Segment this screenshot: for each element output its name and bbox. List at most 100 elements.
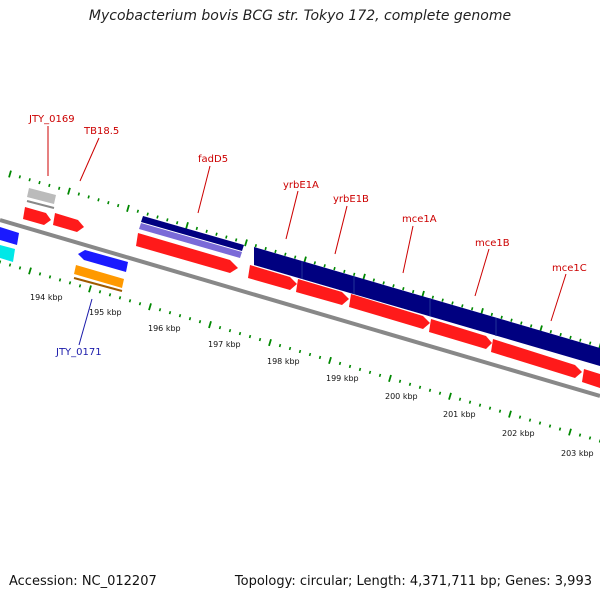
inner-tick bbox=[188, 317, 192, 321]
kbp-label-196: 196 kbp bbox=[148, 324, 181, 333]
gene-label-fadD5[interactable]: fadD5 bbox=[198, 154, 228, 165]
inner-tick bbox=[238, 331, 242, 336]
gene-label-jty0169[interactable]: JTY_0169 bbox=[28, 114, 75, 125]
outer-tick bbox=[372, 278, 376, 282]
outer-tick bbox=[146, 212, 149, 216]
leader-tb185 bbox=[79, 137, 100, 182]
cds-arrow-mce1A[interactable] bbox=[349, 294, 430, 329]
inner-tick bbox=[488, 406, 492, 410]
genome-backbone bbox=[0, 218, 600, 398]
inner-tick bbox=[338, 361, 342, 366]
inner-tick bbox=[328, 356, 332, 365]
inner-tick bbox=[398, 379, 402, 383]
inner-tick bbox=[218, 325, 222, 330]
reverse-feature-left-blue[interactable] bbox=[0, 227, 19, 245]
inner-tick bbox=[458, 397, 462, 401]
cds-arrow-tb185[interactable] bbox=[53, 213, 84, 232]
gene-label-mce1A[interactable]: mce1A bbox=[402, 214, 437, 225]
outer-tick bbox=[234, 238, 238, 242]
gene-label-mce1C[interactable]: mce1C bbox=[552, 263, 587, 274]
cds-arrow-mce1B[interactable] bbox=[429, 319, 492, 349]
inner-tick bbox=[278, 343, 282, 348]
outer-tick bbox=[166, 218, 169, 222]
gene-label-yrbE1A[interactable]: yrbE1A bbox=[283, 180, 319, 191]
reverse-feature-left-cyan[interactable] bbox=[0, 245, 15, 262]
leader-mce1C bbox=[550, 273, 567, 322]
fadD5-purple-bar[interactable] bbox=[139, 223, 242, 258]
cds-arrow-yrbE1A[interactable] bbox=[248, 265, 297, 290]
outer-tick bbox=[441, 298, 444, 302]
gene-label-mce1B[interactable]: mce1B bbox=[475, 238, 510, 249]
outer-tick bbox=[470, 307, 474, 311]
outer-tick bbox=[500, 315, 503, 319]
kbp-label-200: 200 kbp bbox=[385, 392, 418, 401]
cds-arrow-next[interactable] bbox=[582, 369, 600, 388]
leader-fadD5 bbox=[197, 165, 211, 214]
outer-tick bbox=[244, 239, 248, 247]
kbp-label-199: 199 kbp bbox=[326, 374, 359, 383]
orange-feature-jty0171[interactable] bbox=[74, 265, 124, 288]
outer-tick bbox=[569, 335, 572, 340]
inner-tick bbox=[78, 284, 82, 288]
cds-arrow-jty0171[interactable] bbox=[78, 250, 128, 272]
inner-tick bbox=[408, 382, 412, 386]
outer-tick bbox=[48, 183, 51, 188]
outer-tick bbox=[126, 204, 130, 213]
gene-label-tb185[interactable]: TB18.5 bbox=[83, 126, 119, 137]
inner-tick bbox=[498, 409, 502, 413]
outer-tick bbox=[67, 187, 71, 195]
outer-tick bbox=[451, 301, 454, 305]
outer-tick bbox=[392, 284, 395, 288]
kbp-label-194: 194 kbp bbox=[30, 293, 63, 302]
inner-tick bbox=[258, 337, 262, 342]
inner-tick bbox=[378, 373, 382, 378]
cds-arrow-fadD5[interactable] bbox=[136, 233, 238, 273]
outer-tick bbox=[313, 261, 317, 265]
outer-tick bbox=[579, 338, 582, 342]
kbp-label-195: 195 kbp bbox=[89, 308, 122, 317]
outer-tick bbox=[28, 178, 31, 182]
fadD5-navy-bar[interactable] bbox=[141, 216, 244, 251]
inner-tick bbox=[428, 388, 432, 392]
outer-tick bbox=[225, 235, 228, 239]
outer-tick bbox=[156, 215, 159, 219]
cds-arrow-jty0169[interactable] bbox=[23, 207, 51, 225]
inner-tick bbox=[38, 272, 42, 276]
inner-tick bbox=[108, 293, 112, 297]
outer-tick bbox=[333, 266, 336, 271]
inner-tick bbox=[438, 391, 442, 395]
gray-feature-jty0169[interactable] bbox=[27, 188, 56, 204]
gene-label-jty0171[interactable]: JTY_0171 bbox=[55, 347, 102, 358]
outer-tick bbox=[284, 252, 287, 256]
inner-tick bbox=[88, 285, 92, 293]
inner-tick bbox=[98, 290, 102, 294]
cds-arrow-mce1C[interactable] bbox=[491, 339, 582, 378]
outer-tick bbox=[264, 246, 267, 251]
outer-tick bbox=[402, 287, 405, 291]
leader-yrbE1B bbox=[334, 205, 348, 255]
outer-tick bbox=[107, 201, 110, 205]
inner-tick bbox=[268, 338, 272, 347]
inner-tick bbox=[28, 267, 32, 275]
outer-tick bbox=[195, 226, 199, 231]
outer-tick bbox=[343, 269, 346, 274]
inner-tick bbox=[208, 321, 212, 329]
outer-tick bbox=[274, 249, 277, 254]
inner-tick bbox=[248, 334, 252, 339]
outer-tick bbox=[293, 255, 297, 259]
cds-arrow-yrbE1B[interactable] bbox=[296, 279, 349, 305]
inner-tick bbox=[508, 410, 512, 418]
inner-tick bbox=[168, 311, 172, 315]
kbp-label-202: 202 kbp bbox=[502, 429, 535, 438]
outer-tick bbox=[490, 312, 494, 317]
inner-tick bbox=[308, 352, 312, 357]
inner-tick bbox=[138, 302, 142, 306]
inner-tick bbox=[448, 392, 452, 400]
inner-tick bbox=[358, 367, 362, 372]
leader-mce1B bbox=[474, 248, 490, 297]
outer-tick bbox=[529, 324, 533, 328]
inner-tick bbox=[288, 346, 292, 351]
orange-feature-underline bbox=[73, 277, 123, 292]
gene-label-yrbE1B[interactable]: yrbE1B bbox=[333, 194, 369, 205]
